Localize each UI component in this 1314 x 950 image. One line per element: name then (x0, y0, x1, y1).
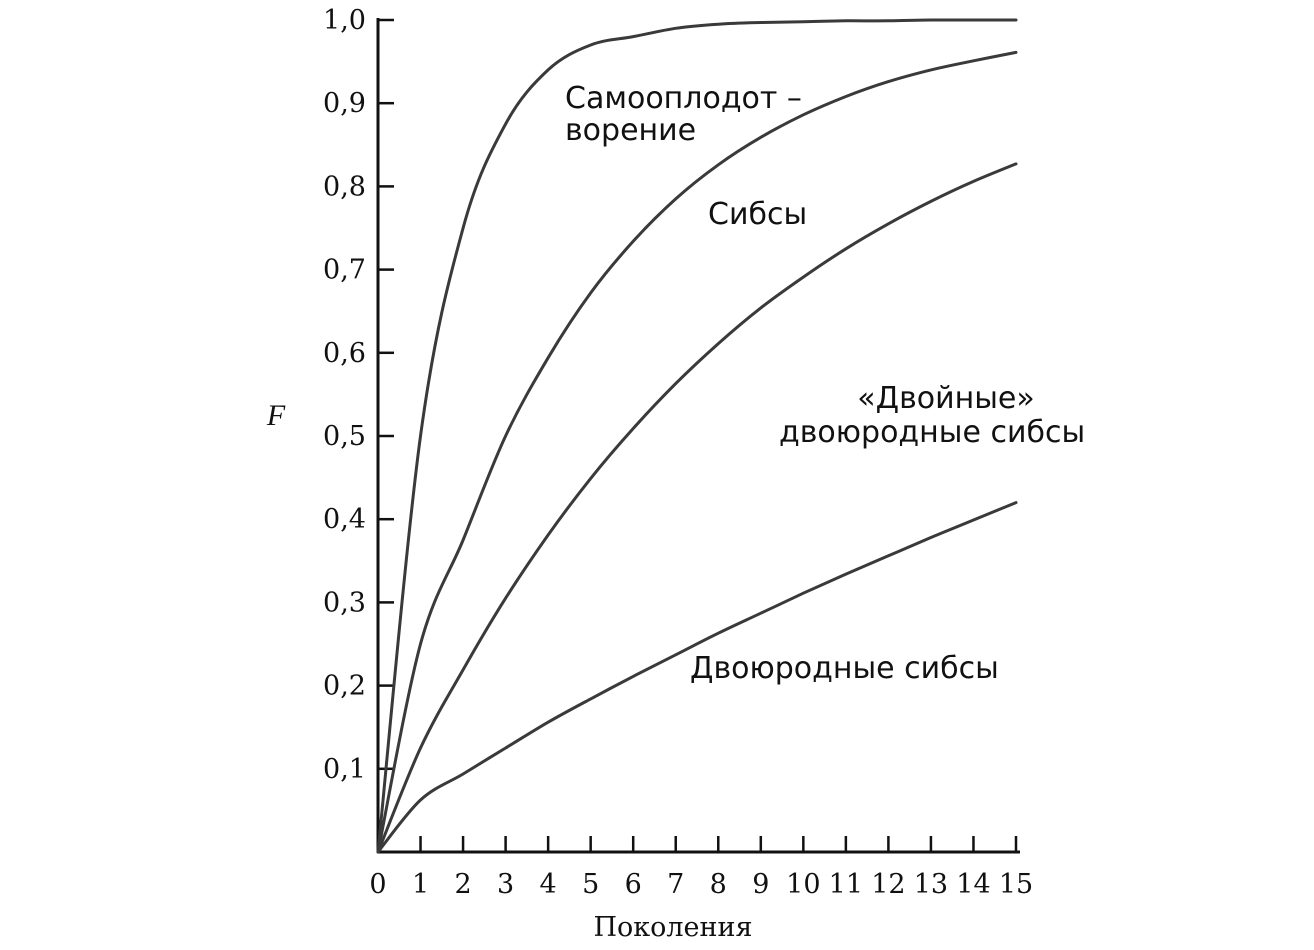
sibs-curve (376, 50, 1018, 854)
series-label-line: двоюродные сибсы (779, 415, 1085, 450)
series-label-line: Сибсы (708, 197, 807, 232)
series-label-line: ворение (565, 113, 696, 148)
x-tick-label: 9 (752, 869, 769, 900)
series-labels: Самооплодот – ворение Сибсы «Двойные» двоюро… (565, 81, 1085, 686)
x-tick-label: 6 (625, 869, 642, 900)
series-label-line: Двоюродные сибсы (690, 651, 999, 686)
x-tick-label: 10 (786, 869, 820, 900)
selfing-curve (376, 18, 1018, 854)
x-tick-label: 12 (871, 869, 905, 900)
y-tick-label: 0,3 (323, 587, 366, 618)
selfing-label: Самооплодот – ворение (565, 81, 802, 148)
x-tick-label: 1 (412, 869, 429, 900)
cousins-curve (376, 501, 1018, 854)
x-tick-label: 8 (710, 869, 727, 900)
x-tick-label: 2 (454, 869, 471, 900)
y-tick-label: 1,0 (323, 5, 366, 36)
x-tick-label: 14 (956, 869, 990, 900)
x-ticks: 0 1 2 3 4 5 6 7 8 9 10 11 12 13 14 15 (369, 836, 1033, 900)
y-axis-title: F (266, 399, 286, 432)
y-tick-label: 0,5 (323, 421, 366, 452)
series-label-line: Самооплодот – (565, 81, 802, 116)
double-cousins-label: «Двойные» двоюродные сибсы (779, 381, 1085, 450)
x-tick-label: 5 (582, 869, 599, 900)
x-tick-label: 7 (667, 869, 684, 900)
series-label-line: «Двойные» (857, 381, 1034, 416)
y-ticks: 0,1 0,2 0,3 0,4 0,5 0,6 0,7 0,8 0,9 1,0 (323, 5, 394, 785)
y-tick-label: 0,7 (323, 255, 366, 286)
x-axis-title: Поколения (593, 912, 752, 943)
y-tick-label: 0,8 (323, 171, 366, 202)
y-tick-label: 0,1 (323, 754, 366, 785)
x-tick-label: 13 (914, 869, 948, 900)
x-tick-label: 4 (540, 869, 557, 900)
y-tick-label: 0,6 (323, 338, 366, 369)
x-tick-label: 0 (369, 869, 386, 900)
double-cousins-curve (376, 162, 1018, 854)
y-tick-label: 0,4 (323, 504, 366, 535)
cousins-label: Двоюродные сибсы (690, 651, 999, 686)
x-tick-label: 15 (999, 869, 1033, 900)
x-tick-label: 3 (497, 869, 514, 900)
curves (376, 18, 1018, 854)
x-tick-label: 11 (829, 869, 863, 900)
y-tick-label: 0,2 (323, 671, 366, 702)
sibs-label: Сибсы (708, 197, 807, 232)
y-tick-label: 0,9 (323, 88, 366, 119)
